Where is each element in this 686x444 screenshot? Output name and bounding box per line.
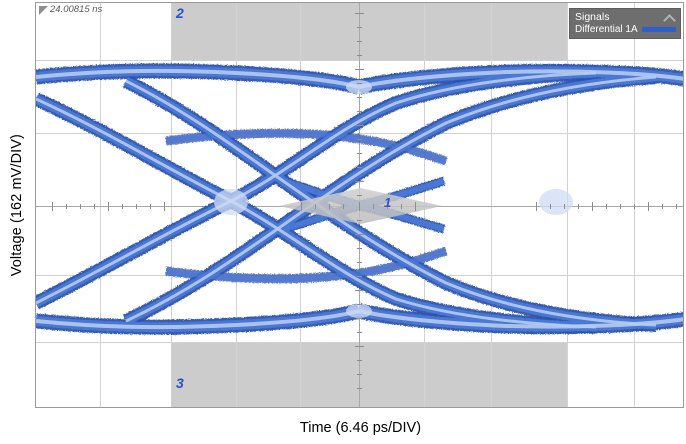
marker-3[interactable]: 3 [176,375,184,391]
x-axis-label-text: Time (6.46 ps/DIV) [299,420,422,436]
marker-2[interactable]: 2 [176,5,184,21]
mask-band-top [171,3,567,60]
timestamp-label: 24.00815 ns [38,4,102,15]
grid-line-vertical [491,3,492,407]
legend-color-swatch [641,27,676,32]
legend-title: Signals [575,11,610,23]
grid-line-vertical [100,3,101,407]
plot-area[interactable]: 24.00815 ns 2 3 1 Signals Differential 1… [35,2,684,408]
signals-legend-panel[interactable]: Signals Differential 1A [569,8,681,39]
chevron-up-icon[interactable] [664,12,676,22]
grid-line-vertical [171,3,172,407]
y-axis-label: Voltage (162 mV/DIV) [0,0,34,410]
legend-header[interactable]: Signals [570,10,680,24]
mask-band-bottom [171,342,567,407]
y-axis-label-text: Voltage (162 mV/DIV) [9,133,25,277]
x-axis-label: Time (6.46 ps/DIV) [35,412,686,444]
legend-entry-label: Differential 1A [575,24,638,35]
eye-diagram-trace [36,63,683,335]
legend-entry-differential-1a[interactable]: Differential 1A [570,24,680,36]
marker-1[interactable]: 1 [384,195,392,210]
